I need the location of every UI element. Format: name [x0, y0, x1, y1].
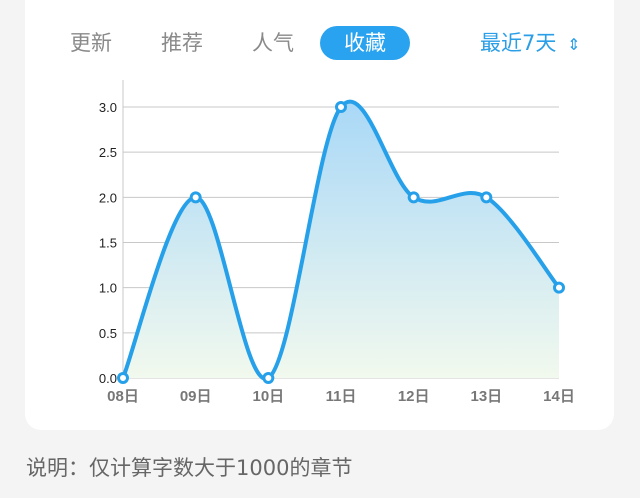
y-tick-label: 2.5: [99, 145, 117, 160]
x-tick-label: 11日: [326, 388, 357, 405]
range-value: 最近7天: [480, 31, 557, 55]
tab-favorites[interactable]: 收藏: [320, 26, 410, 60]
tab-recommend[interactable]: 推荐: [161, 31, 203, 55]
data-point: [407, 191, 420, 204]
x-tick-label: 08日: [107, 388, 139, 405]
range-select[interactable]: 最近7天 ⇕: [480, 28, 580, 60]
y-tick-label: 1.0: [99, 281, 117, 296]
data-point: [262, 372, 275, 384]
x-tick-label: 09日: [180, 388, 212, 405]
x-tick-label: 14日: [543, 388, 575, 405]
chevron-up-down-icon: ⇕: [567, 35, 581, 54]
x-tick-label: 12日: [398, 388, 430, 405]
y-tick-label: 3.0: [99, 100, 117, 115]
area-fill: [123, 101, 559, 379]
y-tick-label: 2.0: [99, 190, 117, 205]
y-tick-label: 0.0: [99, 371, 117, 386]
data-point: [335, 101, 347, 113]
note-text: 说明：仅计算字数大于1000的章节: [26, 456, 353, 480]
data-point: [480, 191, 493, 204]
data-point: [117, 372, 129, 384]
x-tick-label: 13日: [470, 388, 502, 405]
y-tick-label: 0.5: [99, 326, 117, 341]
tab-update[interactable]: 更新: [70, 31, 112, 55]
line-chart: 0.0 0.5 1.0 1.5 2.0 2.5 3.0 08日 09日 10日 11日 12日 13日 1…: [99, 80, 575, 405]
data-point: [189, 191, 202, 204]
tab-popular[interactable]: 人气: [252, 31, 294, 55]
data-point: [553, 281, 565, 294]
x-tick-label: 10日: [252, 388, 284, 405]
y-tick-label: 1.5: [99, 236, 117, 251]
